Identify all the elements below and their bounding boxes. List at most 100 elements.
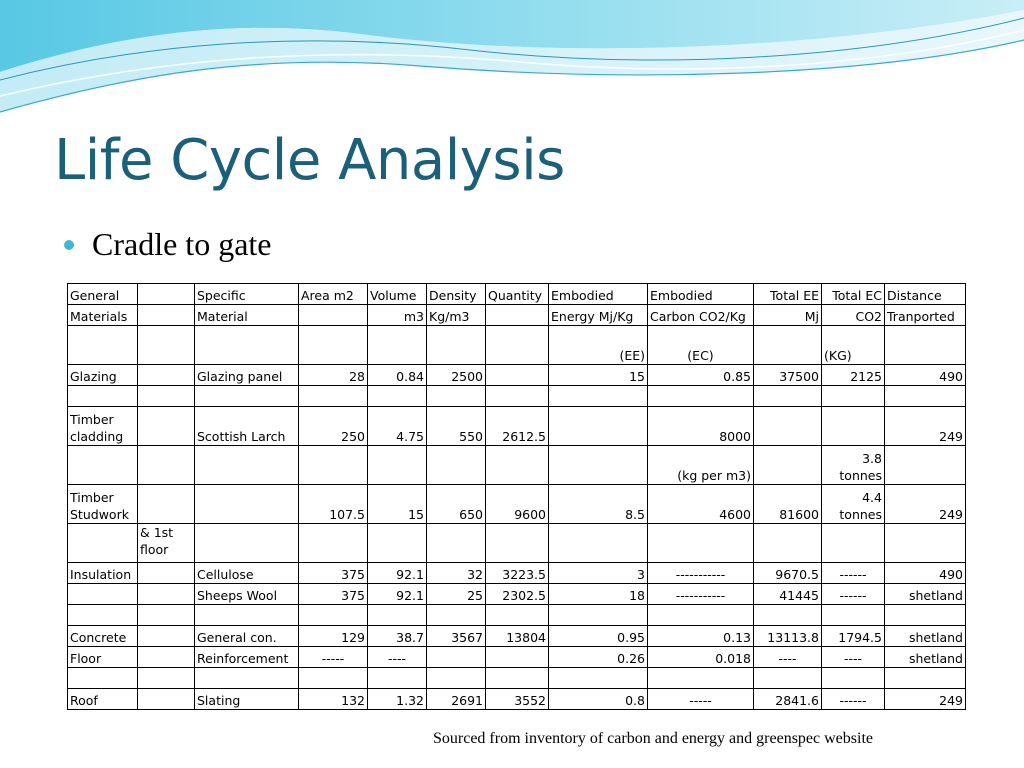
table-cell	[548, 445, 648, 485]
table-cell: -----	[647, 688, 754, 710]
table-cell	[298, 445, 368, 485]
table-cell	[548, 406, 648, 446]
table-cell: 490	[884, 562, 966, 584]
table-cell: Carbon CO2/Kg	[647, 304, 754, 326]
table-cell: Density	[426, 283, 486, 305]
table-row: Glazing Glazing panel 28 0.84 2500 15 0.85 3750…	[67, 364, 966, 386]
table-cell	[821, 523, 885, 563]
table-cell: 132	[298, 688, 368, 710]
table-cell	[647, 604, 754, 626]
table-cell: 375	[298, 562, 368, 584]
table-cell	[485, 604, 549, 626]
table-cell: 0.26	[548, 646, 648, 668]
table-cell	[137, 283, 195, 305]
table-cell: 550	[426, 406, 486, 446]
table-cell: 13113.8	[753, 625, 822, 647]
table-cell: Specific	[194, 283, 299, 305]
table-cell: Kg/m3	[426, 304, 486, 326]
table-row: Floor Reinforcement ----- ---- 0.26 0.018 ----…	[67, 646, 966, 668]
table-cell	[367, 667, 427, 689]
table-cell	[137, 445, 195, 485]
table-cell	[137, 583, 195, 605]
table-row	[67, 385, 966, 407]
table-cell	[298, 325, 368, 365]
table-row	[67, 604, 966, 626]
lca-table: General Specific Area m2 Volume Density Quant…	[67, 283, 966, 710]
table-cell: -----------	[647, 583, 754, 605]
table-cell: 3552	[485, 688, 549, 710]
table-cell	[426, 604, 486, 626]
table-cell: 3	[548, 562, 648, 584]
table-cell	[485, 364, 549, 386]
table-cell	[137, 604, 195, 626]
table-cell	[821, 406, 885, 446]
table-cell: Total EC	[821, 283, 885, 305]
table-row: (kg per m3) 3.8 tonnes	[67, 445, 966, 485]
table-cell: 0.85	[647, 364, 754, 386]
table-cell	[67, 445, 138, 485]
table-cell: 25	[426, 583, 486, 605]
table-cell: 0.84	[367, 364, 427, 386]
table-cell: 9600	[485, 484, 549, 524]
bullet-item: Cradle to gate	[64, 226, 271, 263]
table-cell	[753, 406, 822, 446]
table-cell: 3.8 tonnes	[821, 445, 885, 485]
table-cell	[485, 667, 549, 689]
bullet-dot-icon	[64, 239, 74, 250]
table-cell	[548, 385, 648, 407]
table-cell	[485, 325, 549, 365]
table-cell	[548, 604, 648, 626]
table-cell: Timber cladding	[67, 406, 138, 446]
table-cell: (kg per m3)	[647, 445, 754, 485]
table-cell	[884, 445, 966, 485]
table-row: Concrete General con. 129 38.7 3567 13804 0.95…	[67, 625, 966, 647]
table-cell: m3	[367, 304, 427, 326]
table-cell	[485, 385, 549, 407]
table-cell: 41445	[753, 583, 822, 605]
table-cell: 3223.5	[485, 562, 549, 584]
table-cell: Distance	[884, 283, 966, 305]
table-cell	[137, 364, 195, 386]
table-cell: 250	[298, 406, 368, 446]
table-row: Timber cladding Scottish Larch 250 4.75 550 2…	[67, 406, 966, 446]
table-cell: Mj	[753, 304, 822, 326]
table-cell: 107.5	[298, 484, 368, 524]
table-cell: 3567	[426, 625, 486, 647]
table-cell: 15	[548, 364, 648, 386]
table-cell: (KG)	[821, 325, 885, 365]
table-cell: Slating	[194, 688, 299, 710]
table-cell: Glazing	[67, 364, 138, 386]
table-cell	[137, 625, 195, 647]
table-cell: & 1st floor	[137, 523, 195, 563]
table-cell	[753, 604, 822, 626]
table-cell	[67, 583, 138, 605]
table-cell: General	[67, 283, 138, 305]
table-cell	[367, 385, 427, 407]
table-cell: 15	[367, 484, 427, 524]
table-cell: 4.75	[367, 406, 427, 446]
table-cell: 92.1	[367, 583, 427, 605]
table-cell	[67, 325, 138, 365]
table-cell: Area m2	[298, 283, 368, 305]
table-cell	[426, 385, 486, 407]
table-cell	[884, 385, 966, 407]
table-cell: ------	[821, 688, 885, 710]
table-cell: 249	[884, 484, 966, 524]
table-cell: Embodied	[647, 283, 754, 305]
table-cell	[298, 667, 368, 689]
table-cell	[485, 445, 549, 485]
table-cell	[821, 667, 885, 689]
table-cell: 81600	[753, 484, 822, 524]
table-cell: 2125	[821, 364, 885, 386]
table-cell: 8.5	[548, 484, 648, 524]
table-cell	[884, 523, 966, 563]
table-cell	[367, 325, 427, 365]
table-cell	[137, 688, 195, 710]
table-cell: 1.32	[367, 688, 427, 710]
table-cell: Quantity	[485, 283, 549, 305]
source-note: Sourced from inventory of carbon and ene…	[433, 730, 873, 747]
table-cell: 2302.5	[485, 583, 549, 605]
table-cell	[884, 667, 966, 689]
table-row	[67, 667, 966, 689]
table-cell: Volume	[367, 283, 427, 305]
